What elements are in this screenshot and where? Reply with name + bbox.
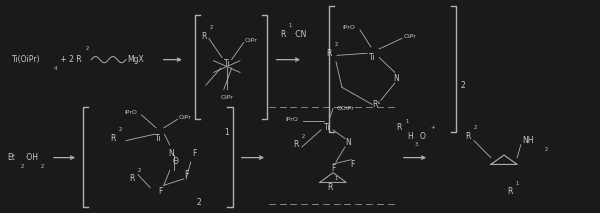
Text: Θ: Θ	[173, 157, 179, 166]
Text: R: R	[202, 32, 206, 41]
Text: ·CN: ·CN	[293, 30, 306, 39]
Text: 2: 2	[20, 164, 24, 169]
Text: OiPr: OiPr	[245, 38, 257, 43]
Text: 2: 2	[461, 81, 466, 90]
Text: 1: 1	[405, 119, 409, 124]
Text: NH: NH	[522, 136, 533, 145]
Text: O: O	[420, 132, 426, 141]
Text: +: +	[431, 125, 435, 130]
Text: Ti: Ti	[323, 123, 331, 132]
Text: R: R	[281, 30, 286, 39]
Text: 2: 2	[473, 125, 477, 130]
Text: 2: 2	[334, 42, 338, 47]
Text: R: R	[328, 183, 332, 192]
Text: R: R	[293, 140, 298, 149]
Text: R: R	[466, 132, 470, 141]
Text: Ti: Ti	[154, 134, 161, 143]
Text: iPrO: iPrO	[124, 110, 137, 115]
Text: ΘOiPr: ΘOiPr	[337, 106, 355, 111]
Text: N: N	[345, 138, 351, 147]
Text: 2: 2	[210, 25, 214, 30]
Text: F: F	[192, 149, 196, 158]
Text: F: F	[350, 160, 355, 168]
Text: Ti: Ti	[368, 53, 376, 62]
Text: R: R	[326, 49, 331, 58]
Text: OiPr: OiPr	[179, 115, 191, 120]
Text: 4: 4	[54, 66, 58, 71]
Text: R: R	[110, 134, 115, 143]
Text: 1: 1	[335, 176, 338, 181]
Text: 2: 2	[301, 134, 305, 139]
Text: N: N	[393, 74, 399, 83]
Text: MgX: MgX	[127, 55, 144, 64]
Text: + 2 R: + 2 R	[58, 55, 82, 64]
Text: 2: 2	[137, 168, 141, 173]
Text: iPrO: iPrO	[286, 117, 298, 122]
Text: OiPr: OiPr	[403, 34, 416, 39]
Text: 2: 2	[197, 198, 202, 207]
Text: ·OH: ·OH	[24, 153, 38, 162]
Text: 3: 3	[415, 142, 418, 147]
Text: Ti(OiPr): Ti(OiPr)	[12, 55, 41, 64]
Text: 1: 1	[288, 23, 292, 28]
Text: F: F	[331, 164, 335, 173]
Text: OiPr: OiPr	[220, 95, 233, 101]
Text: R: R	[130, 174, 134, 183]
Text: N: N	[169, 149, 175, 158]
Text: R: R	[397, 123, 401, 132]
Text: 1: 1	[224, 128, 229, 137]
Text: F: F	[184, 170, 188, 179]
Text: R¹: R¹	[373, 100, 381, 109]
Text: F: F	[158, 187, 163, 196]
Text: 2: 2	[40, 164, 44, 169]
Text: 1: 1	[515, 181, 519, 186]
Text: Et: Et	[7, 153, 15, 162]
Text: H: H	[407, 132, 413, 141]
Text: iPrO: iPrO	[343, 25, 355, 30]
Text: 2: 2	[544, 147, 548, 152]
Text: R: R	[508, 187, 512, 196]
Text: 2: 2	[118, 127, 122, 132]
Text: 2: 2	[86, 46, 89, 52]
Text: Ti: Ti	[223, 59, 230, 68]
